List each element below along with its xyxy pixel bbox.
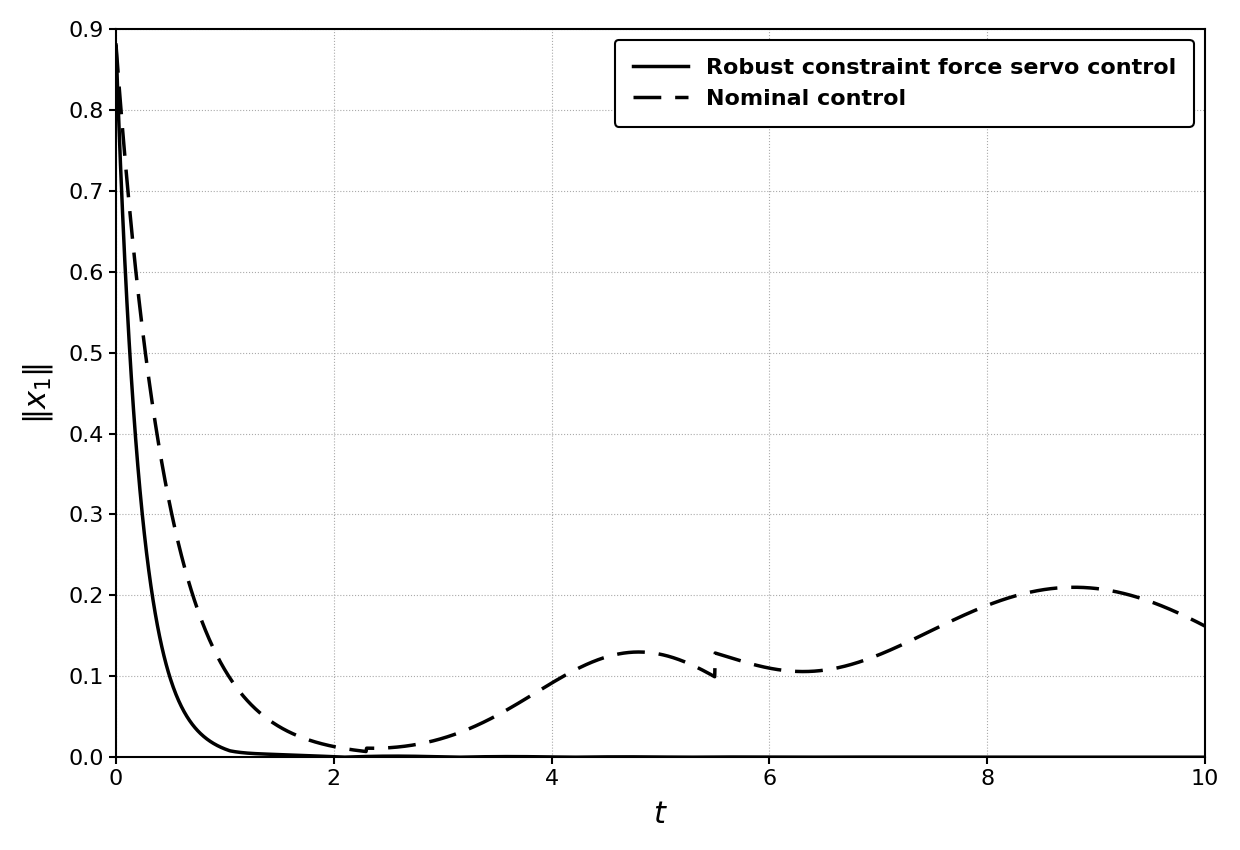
Robust constraint force servo control xyxy=(1198,752,1213,762)
Nominal control xyxy=(610,649,625,660)
Line: Robust constraint force servo control: Robust constraint force servo control xyxy=(117,45,1205,757)
Robust constraint force servo control xyxy=(639,752,653,762)
Line: Nominal control: Nominal control xyxy=(117,45,1205,751)
Nominal control xyxy=(1198,621,1213,632)
Robust constraint force servo control xyxy=(609,751,624,762)
Robust constraint force servo control xyxy=(966,752,981,762)
Nominal control xyxy=(164,508,179,518)
Robust constraint force servo control xyxy=(164,677,179,688)
Robust constraint force servo control xyxy=(1167,752,1182,762)
Robust constraint force servo control xyxy=(1135,752,1149,762)
Nominal control xyxy=(1167,606,1182,616)
Nominal control xyxy=(358,746,373,756)
Nominal control xyxy=(1166,606,1180,616)
Legend: Robust constraint force servo control, Nominal control: Robust constraint force servo control, N… xyxy=(615,40,1194,127)
Robust constraint force servo control xyxy=(1166,752,1180,762)
Nominal control xyxy=(966,606,981,616)
Robust constraint force servo control xyxy=(109,40,124,50)
Nominal control xyxy=(109,40,124,50)
Nominal control xyxy=(639,647,653,657)
Y-axis label: $\|x_1\|$: $\|x_1\|$ xyxy=(21,363,55,423)
X-axis label: $t$: $t$ xyxy=(653,800,668,829)
